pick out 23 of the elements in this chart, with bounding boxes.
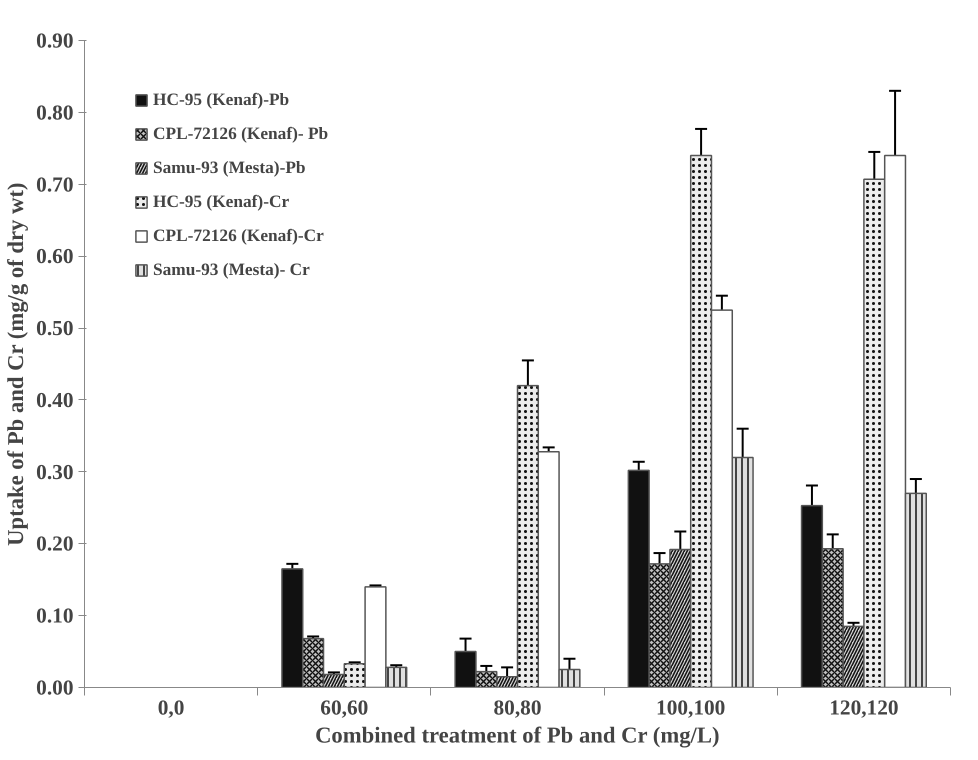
legend-label: Samu-93 (Mesta)-Pb (153, 158, 306, 178)
y-axis-title: Uptake of Pb and Cr (mg/g of dry wt) (3, 182, 28, 546)
y-tick-label: 0.50 (36, 316, 74, 340)
y-tick-label: 0.00 (36, 676, 74, 700)
legend-label: CPL-72126 (Kenaf)-Cr (153, 226, 324, 246)
y-tick-label: 0.10 (36, 604, 74, 628)
legend-label: HC-95 (Kenaf)-Pb (153, 90, 290, 110)
y-tick-label: 0.20 (36, 532, 74, 556)
x-tick-label: 80,80 (494, 696, 542, 720)
y-tick-label: 0.30 (36, 460, 74, 484)
x-tick-label: 60,60 (320, 696, 368, 720)
x-tick-label: 100,100 (656, 696, 726, 720)
legend-label: HC-95 (Kenaf)-Cr (153, 192, 290, 212)
y-tick-label: 0.40 (36, 388, 74, 412)
legend-label: CPL-72126 (Kenaf)- Pb (153, 124, 328, 144)
x-tick-label: 0,0 (158, 696, 184, 720)
x-axis-title: Combined treatment of Pb and Cr (mg/L) (315, 722, 720, 748)
y-tick-label: 0.70 (36, 172, 74, 196)
y-tick-label: 0.90 (36, 28, 74, 52)
legend-label: Samu-93 (Mesta)- Cr (153, 260, 310, 280)
y-tick-label: 0.60 (36, 244, 74, 268)
y-tick-label: 0.80 (36, 100, 74, 124)
x-tick-label: 120,120 (829, 696, 899, 720)
